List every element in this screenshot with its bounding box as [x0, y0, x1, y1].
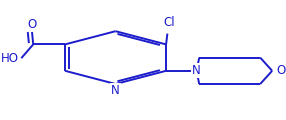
Text: N: N [111, 84, 120, 97]
Text: O: O [276, 64, 285, 77]
Text: Cl: Cl [163, 16, 174, 29]
Text: O: O [27, 18, 37, 31]
Text: N: N [192, 64, 201, 77]
Text: HO: HO [1, 52, 19, 65]
